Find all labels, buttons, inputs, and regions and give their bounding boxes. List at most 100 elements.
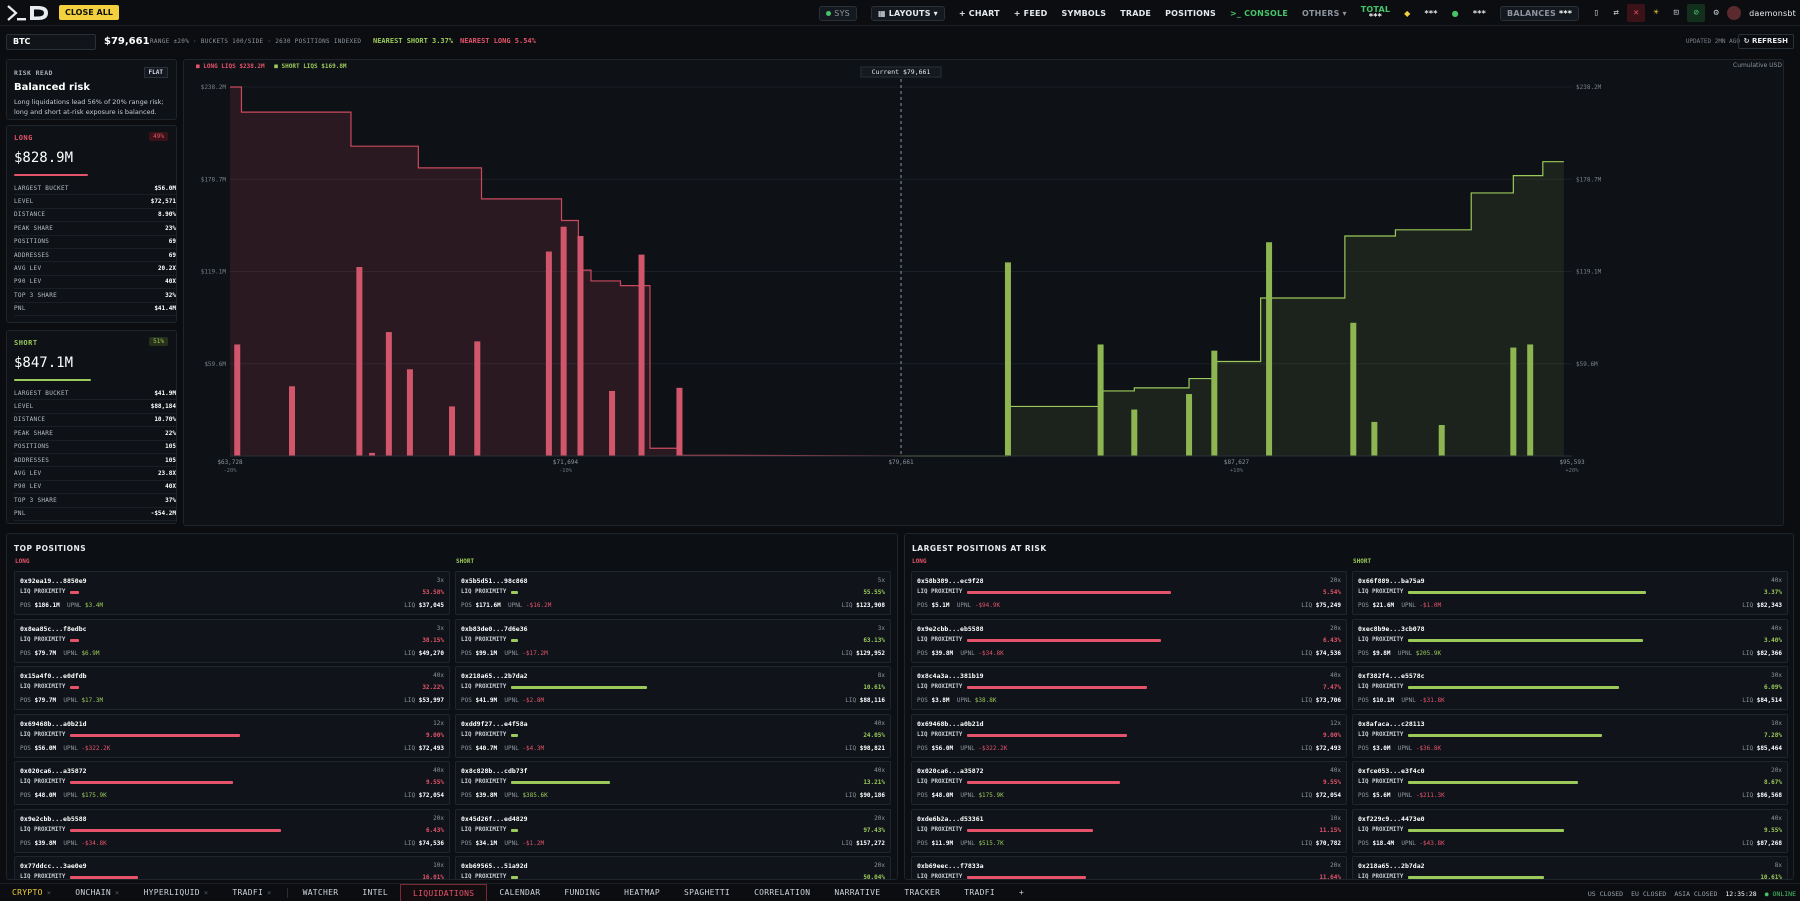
position-card[interactable]: 0xdd9f27...e4f58a 40x LIQ PROXIMITY 24.05% P… bbox=[455, 713, 891, 758]
position-card[interactable]: 0x45d26f...ed4829 20x LIQ PROXIMITY 97.43% P… bbox=[455, 808, 891, 853]
short-liq-bar bbox=[1186, 394, 1193, 456]
position-card[interactable]: 0x8afaca...c28113 10x LIQ PROXIMITY 7.28% PO… bbox=[1352, 713, 1788, 758]
liq-proximity-value: 7.47% bbox=[1322, 684, 1341, 691]
position-card[interactable]: 0x020ca6...a35872 40x LIQ PROXIMITY 9.55% PO… bbox=[14, 761, 450, 805]
position-card[interactable]: 0x9e2cbb...eb5588 20x LIQ PROXIMITY 6.43% PO… bbox=[14, 808, 450, 853]
position-upnl: $205.9K bbox=[1415, 649, 1442, 657]
console-button[interactable]: >_ CONSOLE bbox=[1230, 8, 1289, 18]
position-address: 0x8c828b...cdb73f bbox=[461, 767, 528, 775]
tab-+[interactable]: + bbox=[1007, 884, 1036, 901]
chart-button[interactable]: + CHART bbox=[958, 8, 1000, 18]
tab-liquidations[interactable]: LIQUIDATIONS bbox=[400, 884, 488, 901]
liq-proximity-label: LIQ PROXIMITY bbox=[917, 589, 963, 595]
current-price-tag bbox=[860, 66, 942, 78]
sys-status[interactable]: SYS bbox=[819, 5, 857, 21]
refresh-button[interactable]: ↻ REFRESH bbox=[1737, 34, 1794, 49]
position-details: POS $39.8M UPNL -$34.8K bbox=[20, 839, 107, 847]
eye-off-icon[interactable]: ⊘ bbox=[1687, 4, 1706, 22]
position-card[interactable]: 0x58b389...ec9f28 20x LIQ PROXIMITY 5.54% PO… bbox=[911, 571, 1347, 615]
close-icon[interactable]: × bbox=[203, 889, 209, 897]
trade-button[interactable]: TRADE bbox=[1120, 8, 1152, 18]
position-card[interactable]: 0x8ea85c...f8edbc 3x LIQ PROXIMITY 38.15% PO… bbox=[14, 618, 450, 663]
liq-proximity-value: 63.13% bbox=[863, 636, 885, 644]
mobile-icon[interactable]: ▯ bbox=[1593, 8, 1599, 18]
sun-icon[interactable]: ☀ bbox=[1653, 8, 1659, 18]
position-card[interactable]: 0x8c4a3a...381b19 40x LIQ PROXIMITY 7.47% PO… bbox=[911, 666, 1347, 710]
symbols-button[interactable]: SYMBOLS bbox=[1061, 8, 1107, 18]
position-card[interactable]: 0xec8b9e...3cb078 40x LIQ PROXIMITY 3.40% PO… bbox=[1352, 618, 1788, 663]
feed-button[interactable]: + FEED bbox=[1013, 8, 1048, 18]
liq-proximity-value: 3.37% bbox=[1763, 589, 1782, 596]
lock-icon[interactable]: ⊡ bbox=[1673, 8, 1679, 18]
tab-correlation[interactable]: CORRELATION bbox=[742, 884, 822, 901]
close-icon[interactable]: × bbox=[46, 889, 52, 897]
close-icon[interactable]: × bbox=[267, 889, 272, 897]
position-card[interactable]: 0xde6b2a...d53361 10x LIQ PROXIMITY 11.15% P… bbox=[911, 808, 1347, 853]
position-card[interactable]: 0x15a4f0...e0dfdb 40x LIQ PROXIMITY 32.22% P… bbox=[14, 666, 450, 710]
balances-button[interactable]: BALANCES *** bbox=[1500, 5, 1580, 21]
position-card[interactable]: 0x218a65...2b7da2 8x LIQ PROXIMITY 10.61% PO… bbox=[455, 666, 891, 710]
liq-proximity-label: LIQ PROXIMITY bbox=[1358, 589, 1404, 595]
tab-watcher[interactable]: WATCHER bbox=[291, 884, 351, 901]
position-card[interactable]: 0x66f889...ba75a9 40x LIQ PROXIMITY 3.37% PO… bbox=[1352, 571, 1788, 615]
tab-tradfi[interactable]: TRADFI bbox=[952, 884, 1007, 901]
tab-spaghetti[interactable]: SPAGHETTI bbox=[672, 884, 742, 901]
tab-calendar[interactable]: CALENDAR bbox=[487, 884, 552, 901]
position-card[interactable]: 0x69468b...a0b21d 12x LIQ PROXIMITY 9.00% PO… bbox=[911, 713, 1347, 758]
liq-proximity-value: 9.55% bbox=[425, 779, 444, 786]
avatar[interactable] bbox=[1727, 6, 1742, 20]
username[interactable]: daemonsbt bbox=[1749, 8, 1796, 18]
alert-off-icon[interactable]: ✕ bbox=[1627, 4, 1646, 22]
position-upnl: -$322.2K bbox=[81, 744, 111, 752]
positions-button[interactable]: POSITIONS bbox=[1165, 8, 1217, 18]
position-card[interactable]: 0xf229c9...4473e0 40x LIQ PROXIMITY 9.55% PO… bbox=[1352, 808, 1788, 853]
tab-tradfi[interactable]: TRADFI × bbox=[220, 884, 283, 901]
position-card[interactable]: 0x020ca6...a35872 40x LIQ PROXIMITY 9.55% PO… bbox=[911, 761, 1347, 805]
y-tick-label-left: $59.6M bbox=[204, 361, 226, 368]
liquidation-chart[interactable]: $238.2M $238.2M $178.7M $178.7M $119.1M $119.… bbox=[183, 59, 1784, 526]
tab-narrative[interactable]: NARRATIVE bbox=[822, 884, 892, 901]
others-menu[interactable]: OTHERS ▾ bbox=[1302, 8, 1347, 18]
short-stat-row: PNL -$54.2M bbox=[14, 508, 176, 521]
tab-funding[interactable]: FUNDING bbox=[552, 884, 612, 901]
y-tick-label-right: $238.2M bbox=[1576, 84, 1602, 91]
position-card[interactable]: 0x69468b...a0b21d 12x LIQ PROXIMITY 9.00% PO… bbox=[14, 713, 450, 758]
position-card[interactable]: 0x92ea19...8850e9 3x LIQ PROXIMITY 53.58% PO… bbox=[14, 571, 450, 615]
position-card[interactable]: 0x9e2cbb...eb5588 20x LIQ PROXIMITY 6.43% PO… bbox=[911, 618, 1347, 663]
tab-onchain[interactable]: ONCHAIN × bbox=[63, 884, 131, 901]
position-card[interactable]: 0x5b5d51...98c868 5x LIQ PROXIMITY 55.55% PO… bbox=[455, 571, 891, 615]
app-logo[interactable] bbox=[6, 4, 52, 22]
position-card[interactable]: 0x218a65...2b7da2 8x LIQ PROXIMITY 10.61% bbox=[1352, 856, 1788, 879]
tab-heatmap[interactable]: HEATMAP bbox=[612, 884, 672, 901]
range-meta: RANGE ±20% · BUCKETS 100/SIDE · 2630 POS… bbox=[150, 38, 362, 45]
position-card[interactable]: 0xb69eec...f7833a 20x LIQ PROXIMITY 11.64% bbox=[911, 856, 1347, 879]
close-icon[interactable]: × bbox=[115, 889, 120, 897]
position-card[interactable]: 0xfce053...e3f4c0 20x LIQ PROXIMITY 8.67% PO… bbox=[1352, 761, 1788, 805]
stat-label: PNL bbox=[14, 510, 26, 518]
position-card[interactable]: 0xf382f4...e5578c 30x LIQ PROXIMITY 6.09% PO… bbox=[1352, 666, 1788, 710]
position-card[interactable]: 0x8c828b...cdb73f 40x LIQ PROXIMITY 13.21% P… bbox=[455, 761, 891, 805]
stat-label: DISTANCE bbox=[14, 416, 46, 424]
symbol-input[interactable]: BTC bbox=[6, 34, 96, 50]
y-tick-label-left: $119.1M bbox=[201, 269, 227, 276]
position-address: 0x69468b...a0b21d bbox=[20, 719, 87, 728]
tab-hyperliquid[interactable]: HYPERLIQUID × bbox=[132, 884, 221, 901]
close-all-button[interactable]: CLOSE ALL bbox=[59, 5, 119, 20]
position-card[interactable]: 0x77ddcc...3ae0e9 10x LIQ PROXIMITY 16.01% bbox=[14, 856, 450, 879]
swap-icon[interactable]: ⇄ bbox=[1613, 8, 1619, 18]
tab-crypto[interactable]: CRYPTO × bbox=[0, 884, 63, 901]
tab-tracker[interactable]: TRACKER bbox=[892, 884, 952, 901]
short-share-badge: 51% bbox=[149, 337, 168, 346]
position-card[interactable]: 0xb83de0...7d6e36 3x LIQ PROXIMITY 63.13% PO… bbox=[455, 618, 891, 663]
layouts-button[interactable]: ▦ LAYOUTS ▾ bbox=[870, 5, 945, 21]
short-summary-card: SHORT 51% $847.1M LARGEST BUCKET $41.9M LE… bbox=[6, 330, 177, 524]
tab-intel[interactable]: INTEL bbox=[350, 884, 400, 901]
liq-proximity-bar bbox=[1408, 876, 1544, 879]
liq-price-value: $37,045 bbox=[418, 602, 444, 609]
liq-price-value: $86,568 bbox=[1756, 792, 1782, 799]
liq-proximity-label: LIQ PROXIMITY bbox=[1358, 779, 1404, 785]
gear-icon[interactable]: ⚙ bbox=[1713, 8, 1719, 18]
position-leverage: 8x bbox=[1774, 862, 1782, 869]
nav-right: SYS ▦ LAYOUTS ▾ + CHART + FEED SYMBOLS T… bbox=[812, 0, 1800, 26]
position-card[interactable]: 0xb69565...51a92d 20x LIQ PROXIMITY 50.04% bbox=[455, 856, 891, 879]
